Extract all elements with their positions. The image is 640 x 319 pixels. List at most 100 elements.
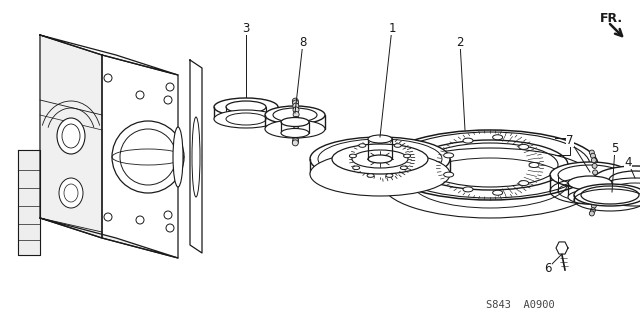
- Text: FR.: FR.: [600, 11, 623, 25]
- Polygon shape: [102, 55, 178, 258]
- Ellipse shape: [293, 116, 299, 122]
- Text: 2: 2: [456, 35, 464, 48]
- Ellipse shape: [412, 140, 568, 190]
- Ellipse shape: [368, 135, 392, 143]
- Ellipse shape: [62, 124, 80, 148]
- Ellipse shape: [292, 98, 298, 104]
- Ellipse shape: [368, 155, 392, 163]
- Ellipse shape: [444, 172, 454, 177]
- Polygon shape: [18, 150, 40, 255]
- Ellipse shape: [166, 224, 174, 232]
- Ellipse shape: [400, 166, 407, 170]
- Ellipse shape: [591, 158, 596, 163]
- Ellipse shape: [332, 144, 428, 174]
- Ellipse shape: [518, 181, 529, 186]
- Ellipse shape: [609, 171, 640, 189]
- Polygon shape: [556, 242, 568, 254]
- Ellipse shape: [292, 140, 298, 146]
- Ellipse shape: [265, 120, 325, 138]
- Ellipse shape: [386, 174, 393, 177]
- Ellipse shape: [382, 130, 598, 200]
- Text: S843  A0900: S843 A0900: [486, 300, 554, 310]
- Ellipse shape: [589, 150, 595, 155]
- Ellipse shape: [59, 178, 83, 208]
- Ellipse shape: [164, 96, 172, 104]
- Ellipse shape: [136, 91, 144, 99]
- Ellipse shape: [550, 162, 630, 188]
- Ellipse shape: [136, 216, 144, 224]
- Ellipse shape: [592, 197, 597, 203]
- Ellipse shape: [214, 98, 278, 116]
- Text: 3: 3: [243, 21, 250, 34]
- Ellipse shape: [226, 113, 266, 125]
- Ellipse shape: [568, 176, 612, 190]
- Ellipse shape: [192, 117, 200, 197]
- Ellipse shape: [310, 137, 450, 181]
- Ellipse shape: [104, 74, 112, 82]
- Ellipse shape: [292, 100, 299, 106]
- Ellipse shape: [281, 117, 309, 127]
- Polygon shape: [190, 60, 202, 253]
- Ellipse shape: [293, 127, 299, 133]
- Ellipse shape: [349, 154, 356, 158]
- Ellipse shape: [292, 138, 299, 144]
- Ellipse shape: [293, 135, 299, 141]
- Ellipse shape: [57, 118, 85, 154]
- Ellipse shape: [593, 191, 598, 196]
- Ellipse shape: [591, 203, 596, 208]
- Ellipse shape: [273, 108, 317, 122]
- Text: 7: 7: [566, 133, 573, 146]
- Ellipse shape: [310, 152, 450, 196]
- Ellipse shape: [493, 190, 502, 195]
- Ellipse shape: [568, 190, 612, 204]
- Ellipse shape: [293, 107, 299, 113]
- Text: 4: 4: [624, 155, 632, 168]
- Ellipse shape: [64, 184, 78, 202]
- Text: 8: 8: [300, 35, 307, 48]
- Ellipse shape: [463, 138, 473, 143]
- Polygon shape: [40, 35, 102, 238]
- Polygon shape: [40, 218, 178, 258]
- Ellipse shape: [281, 129, 309, 137]
- Ellipse shape: [558, 165, 622, 185]
- Ellipse shape: [463, 187, 473, 192]
- Ellipse shape: [422, 143, 558, 187]
- Ellipse shape: [293, 122, 299, 128]
- Ellipse shape: [367, 174, 374, 177]
- Ellipse shape: [214, 110, 278, 128]
- Ellipse shape: [591, 208, 595, 213]
- Ellipse shape: [581, 186, 639, 204]
- Ellipse shape: [592, 163, 597, 168]
- Ellipse shape: [353, 166, 360, 170]
- Ellipse shape: [518, 145, 529, 149]
- Ellipse shape: [293, 103, 299, 109]
- Ellipse shape: [173, 127, 183, 187]
- Ellipse shape: [359, 144, 366, 147]
- Ellipse shape: [444, 153, 454, 158]
- Ellipse shape: [390, 132, 590, 198]
- Polygon shape: [40, 35, 178, 75]
- Ellipse shape: [376, 140, 383, 143]
- Ellipse shape: [593, 166, 640, 194]
- Text: 5: 5: [611, 142, 619, 154]
- Ellipse shape: [493, 135, 502, 140]
- Ellipse shape: [226, 101, 266, 113]
- Ellipse shape: [318, 139, 442, 179]
- Ellipse shape: [593, 170, 598, 175]
- Ellipse shape: [352, 150, 408, 168]
- Ellipse shape: [593, 184, 598, 189]
- Ellipse shape: [394, 144, 401, 147]
- Text: 1: 1: [388, 21, 396, 34]
- Ellipse shape: [112, 121, 184, 193]
- Ellipse shape: [529, 162, 539, 167]
- Ellipse shape: [120, 129, 176, 185]
- Ellipse shape: [104, 213, 112, 221]
- Ellipse shape: [589, 211, 595, 216]
- Ellipse shape: [265, 106, 325, 124]
- Ellipse shape: [293, 111, 299, 117]
- Ellipse shape: [293, 131, 299, 137]
- Text: 6: 6: [544, 262, 552, 275]
- Ellipse shape: [404, 154, 411, 158]
- Ellipse shape: [591, 153, 595, 158]
- Ellipse shape: [574, 184, 640, 206]
